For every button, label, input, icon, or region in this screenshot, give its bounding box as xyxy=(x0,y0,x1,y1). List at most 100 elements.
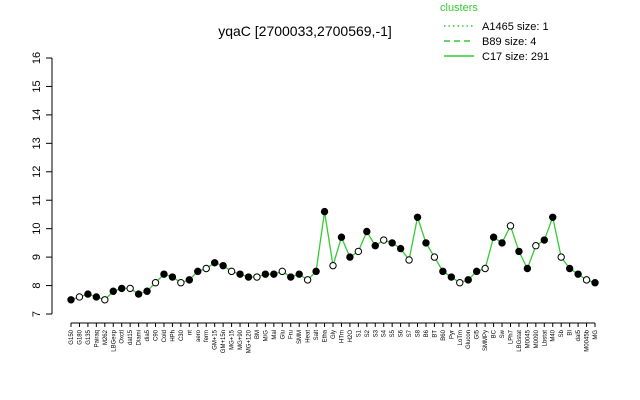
data-point xyxy=(75,293,84,301)
x-tick-label: G135 xyxy=(86,329,92,344)
y-tick-label: 16 xyxy=(31,52,43,64)
x-tick-label: G150 xyxy=(69,329,75,344)
x-tick-label: dal5 xyxy=(576,329,582,341)
x-tick-label: HPh xyxy=(170,330,176,342)
x-tick-label: M/G xyxy=(263,330,269,342)
data-point xyxy=(143,287,151,295)
x-tick-label: M262 xyxy=(103,329,109,345)
x-tick-label: ferm xyxy=(204,330,210,342)
data-point xyxy=(540,236,548,244)
data-point xyxy=(405,256,413,264)
series-line xyxy=(70,211,596,301)
data-point xyxy=(489,233,498,241)
x-tick-label: Heat xyxy=(306,330,312,343)
data-point xyxy=(202,264,210,273)
data-point xyxy=(287,273,295,281)
data-point xyxy=(354,247,363,256)
y-tick-label: 10 xyxy=(31,223,43,235)
data-point xyxy=(371,242,379,250)
data-point xyxy=(439,267,447,276)
data-point xyxy=(101,296,109,304)
data-point xyxy=(92,293,101,301)
x-tick-label: S4 xyxy=(382,329,388,337)
x-tick-label: Etha xyxy=(323,329,329,342)
x-tick-label: GM+15 xyxy=(213,329,219,350)
data-point xyxy=(515,247,523,256)
data-point xyxy=(185,276,194,284)
data-point xyxy=(109,287,117,295)
x-tick-label: S7 xyxy=(407,329,413,337)
data-point xyxy=(396,244,405,253)
data-point xyxy=(498,239,506,247)
x-axis: G150 G180 G135 Pairaq M262 LBGexp Oxctl dat15 Di… xyxy=(69,322,599,353)
x-tick-label: BT xyxy=(432,330,438,338)
data-point xyxy=(337,233,346,241)
data-point xyxy=(168,273,177,281)
data-point xyxy=(549,213,557,221)
data-point xyxy=(422,239,430,247)
data-point xyxy=(210,259,219,267)
data-point xyxy=(177,279,185,287)
y-tick-label: 11 xyxy=(31,195,43,206)
x-tick-label: dia5 xyxy=(145,329,151,341)
x-tick-label: S1 xyxy=(356,329,362,337)
data-point xyxy=(464,276,472,284)
data-point xyxy=(388,239,396,247)
data-point xyxy=(244,273,253,281)
y-tick-label: 8 xyxy=(31,282,43,288)
data-point xyxy=(151,279,160,287)
y-ticks: 7 8 9 10 11 12 13 14 15 16 xyxy=(31,52,52,317)
x-tick-label: LBGexp xyxy=(111,329,117,351)
x-tick-label: Gl5 xyxy=(475,329,481,339)
data-point xyxy=(84,290,92,298)
data-point xyxy=(126,284,134,293)
legend-label: C17 size: 291 xyxy=(482,51,549,63)
data-point xyxy=(557,253,565,261)
y-tick-label: 15 xyxy=(31,80,43,92)
data-point xyxy=(523,264,532,273)
x-tick-label: LPh7 xyxy=(508,329,514,344)
data-point xyxy=(134,290,143,298)
data-point xyxy=(303,276,312,284)
data-point xyxy=(346,253,354,261)
x-tick-label: GM+15n xyxy=(221,330,227,353)
x-tick-label: Gly xyxy=(331,330,337,339)
x-tick-label: S5 xyxy=(390,329,396,337)
chart-title: yqaC [2700033,2700569,-1] xyxy=(218,23,392,39)
data-point xyxy=(574,270,582,278)
x-tick-label: M0045 xyxy=(525,329,531,348)
data-point xyxy=(591,279,599,287)
x-tick-label: SMMPy xyxy=(483,330,489,351)
x-tick-label: MG+120 xyxy=(246,329,252,353)
x-tick-label: Lbstat xyxy=(542,330,548,347)
x-tick-label: BI xyxy=(568,330,574,336)
data-point xyxy=(194,267,202,276)
x-tick-label: MG+15 xyxy=(230,329,236,350)
plot-area xyxy=(67,207,599,304)
data-point xyxy=(472,267,481,276)
legend-label: A1465 size: 1 xyxy=(482,21,549,33)
x-tick-label: Pyr xyxy=(449,330,455,339)
x-tick-label: SMM xyxy=(297,330,303,344)
x-tick-label: M0045b xyxy=(585,329,591,351)
x-tick-label: M40 xyxy=(551,329,557,341)
x-tick-label: dat15 xyxy=(128,329,134,345)
data-point xyxy=(430,253,439,261)
x-tick-label: Salt xyxy=(314,330,320,341)
data-point xyxy=(582,276,591,284)
y-tick-label: 14 xyxy=(31,109,43,121)
y-tick-label: 9 xyxy=(31,254,43,260)
data-point xyxy=(532,242,540,250)
data-point xyxy=(413,213,422,221)
x-tick-label: B60 xyxy=(441,329,447,340)
y-tick-label: 13 xyxy=(31,137,43,149)
x-tick-label: LBGstat xyxy=(517,330,523,352)
x-tick-label: S8 xyxy=(416,329,422,337)
data-point xyxy=(329,261,337,270)
legend-title: clusters xyxy=(440,2,478,14)
x-tick-label: Mal xyxy=(272,330,278,340)
data-point xyxy=(118,284,126,293)
x-tick-label: MG xyxy=(593,330,599,340)
data-point xyxy=(219,261,227,270)
